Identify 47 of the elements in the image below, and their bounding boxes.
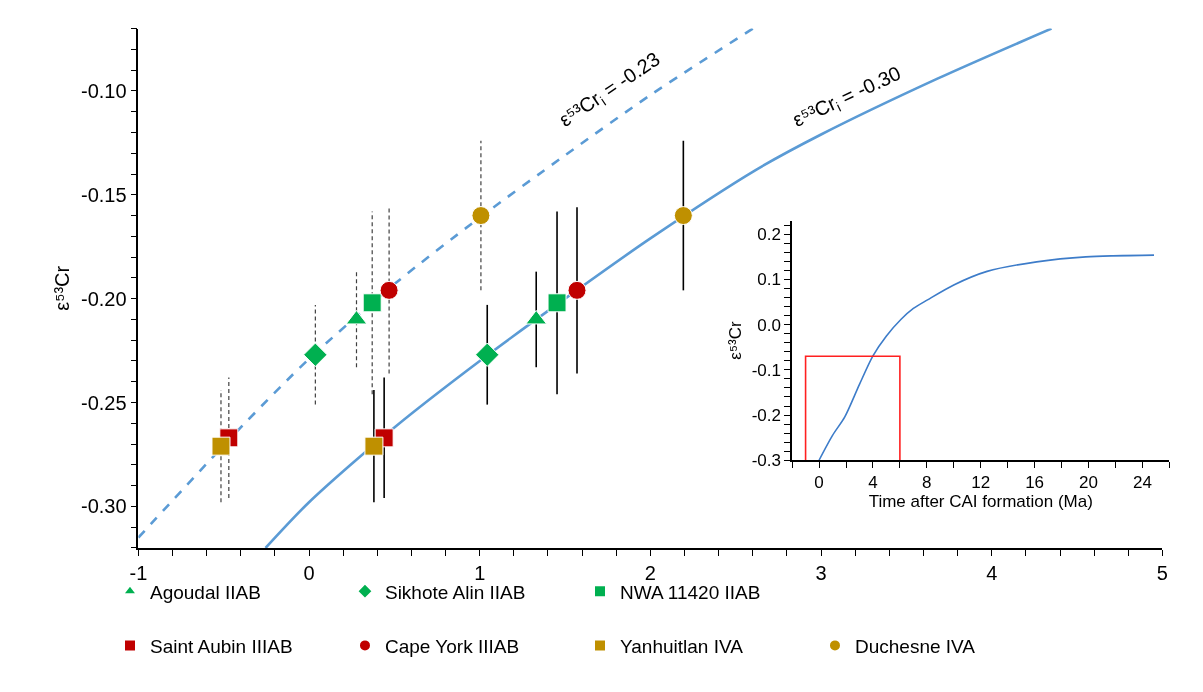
x-tick-label: 5 — [1156, 561, 1168, 584]
y-axis-title: ε⁵³Cr — [51, 265, 74, 311]
point — [547, 293, 567, 313]
y-tick-label: -0.1 — [751, 360, 781, 380]
y-tick-label: -0.10 — [81, 79, 127, 102]
x-tick-label: 16 — [1025, 473, 1045, 493]
x-tick-label: 0 — [303, 561, 315, 584]
y-tick-label: 0.0 — [757, 315, 781, 335]
x-tick-label: 12 — [971, 473, 991, 493]
y-tick-label: -0.15 — [81, 183, 127, 206]
point — [362, 293, 382, 313]
y-tick-label: -0.2 — [751, 406, 781, 426]
line-series — [818, 254, 1155, 461]
x-tick-label: 4 — [868, 473, 878, 493]
point — [364, 436, 384, 456]
y-tick-label: 0.2 — [757, 225, 781, 245]
legend-label: Duchesne IVA — [854, 635, 976, 657]
legend-label: Yanhuitlan IVA — [619, 635, 744, 657]
point — [673, 206, 693, 226]
x-tick-label: 0 — [814, 473, 824, 493]
x-axis-title: Time after CAI formation (Ma) — [868, 492, 1093, 512]
x-tick-label: 4 — [986, 561, 998, 584]
y-axis-title: ε⁵³Cr — [725, 321, 745, 360]
x-tick-label: 24 — [1132, 473, 1152, 493]
x-tick-label: 2 — [644, 561, 656, 584]
line-series — [264, 28, 1053, 548]
y-tick-label: -0.30 — [81, 495, 127, 518]
x-tick-label: 8 — [922, 473, 932, 493]
point — [471, 206, 491, 226]
y-tick-label: 0.1 — [757, 270, 781, 290]
x-tick-label: 20 — [1079, 473, 1098, 493]
point — [475, 342, 500, 367]
x-tick-label: 1 — [474, 561, 486, 584]
y-tick-label: -0.3 — [751, 451, 781, 471]
point — [567, 280, 587, 300]
point — [303, 342, 328, 367]
legend-label: Cape York IIIAB — [384, 635, 520, 657]
point — [211, 436, 231, 456]
y-tick-label: -0.25 — [81, 391, 127, 414]
legend-label: NWA 11420 IIAB — [619, 581, 761, 603]
point — [379, 280, 399, 300]
legend-label: Saint Aubin IIIAB — [149, 635, 293, 657]
x-tick-label: -1 — [129, 561, 148, 584]
y-tick-label: -0.20 — [81, 287, 127, 310]
x-tick-label: 3 — [815, 561, 827, 584]
legend-label: Sikhote Alin IIAB — [384, 581, 526, 603]
legend-label: Agoudal IIAB — [149, 581, 261, 603]
